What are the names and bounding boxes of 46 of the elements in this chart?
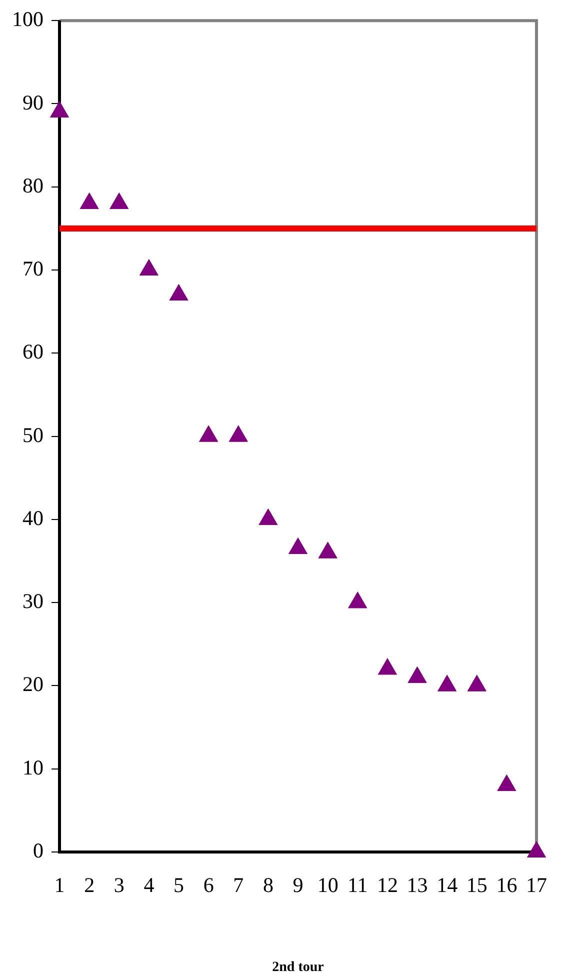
point bbox=[468, 675, 486, 692]
y-tick-label: 60 bbox=[22, 340, 44, 364]
x-tick-label: 4 bbox=[144, 873, 155, 898]
x-tick-label: 3 bbox=[114, 873, 124, 898]
point bbox=[110, 193, 128, 210]
x-tick-label: 5 bbox=[174, 873, 184, 898]
point bbox=[348, 592, 367, 608]
point bbox=[50, 102, 69, 118]
point bbox=[170, 284, 188, 300]
x-tick-label: 6 bbox=[203, 873, 214, 898]
x-tick-label: 11 bbox=[348, 873, 368, 898]
x-tick-label: 1 bbox=[54, 873, 65, 898]
y-tick-label: 10 bbox=[22, 755, 44, 780]
point bbox=[378, 658, 397, 675]
point bbox=[80, 193, 98, 210]
x-tick-label: 9 bbox=[292, 873, 304, 898]
y-tick-label: 0 bbox=[33, 838, 44, 863]
y-tick-label: 20 bbox=[22, 672, 44, 696]
y-tick-label: 100 bbox=[12, 7, 44, 32]
x-tick-label: 12 bbox=[376, 873, 398, 898]
y-tick-label: 40 bbox=[22, 506, 44, 530]
x-tick-label: 17 bbox=[526, 873, 547, 898]
point bbox=[498, 774, 516, 791]
x-tick-label: 15 bbox=[466, 873, 488, 898]
x-tick-label: 2 bbox=[84, 873, 95, 898]
x-tick-label: 14 bbox=[436, 873, 458, 898]
point bbox=[288, 538, 308, 554]
x-axis-title: 2nd tour bbox=[272, 960, 324, 976]
point bbox=[229, 426, 248, 442]
point bbox=[527, 842, 546, 858]
point bbox=[318, 542, 337, 558]
point bbox=[438, 675, 456, 692]
y-tick-label: 90 bbox=[22, 90, 44, 114]
point bbox=[199, 426, 218, 442]
y-tick-label: 70 bbox=[22, 256, 44, 281]
y-tick-label: 50 bbox=[22, 422, 44, 447]
x-tick-label: 16 bbox=[496, 873, 518, 898]
point bbox=[408, 666, 426, 683]
y-tick-label: 80 bbox=[22, 173, 44, 198]
x-tick-label: 8 bbox=[262, 873, 274, 898]
y-tick-label: 30 bbox=[22, 589, 44, 614]
x-tick-label: 10 bbox=[317, 873, 338, 898]
x-tick-label: 7 bbox=[233, 873, 244, 898]
point bbox=[259, 508, 278, 525]
x-tick-label: 13 bbox=[406, 873, 428, 898]
point bbox=[140, 260, 158, 276]
